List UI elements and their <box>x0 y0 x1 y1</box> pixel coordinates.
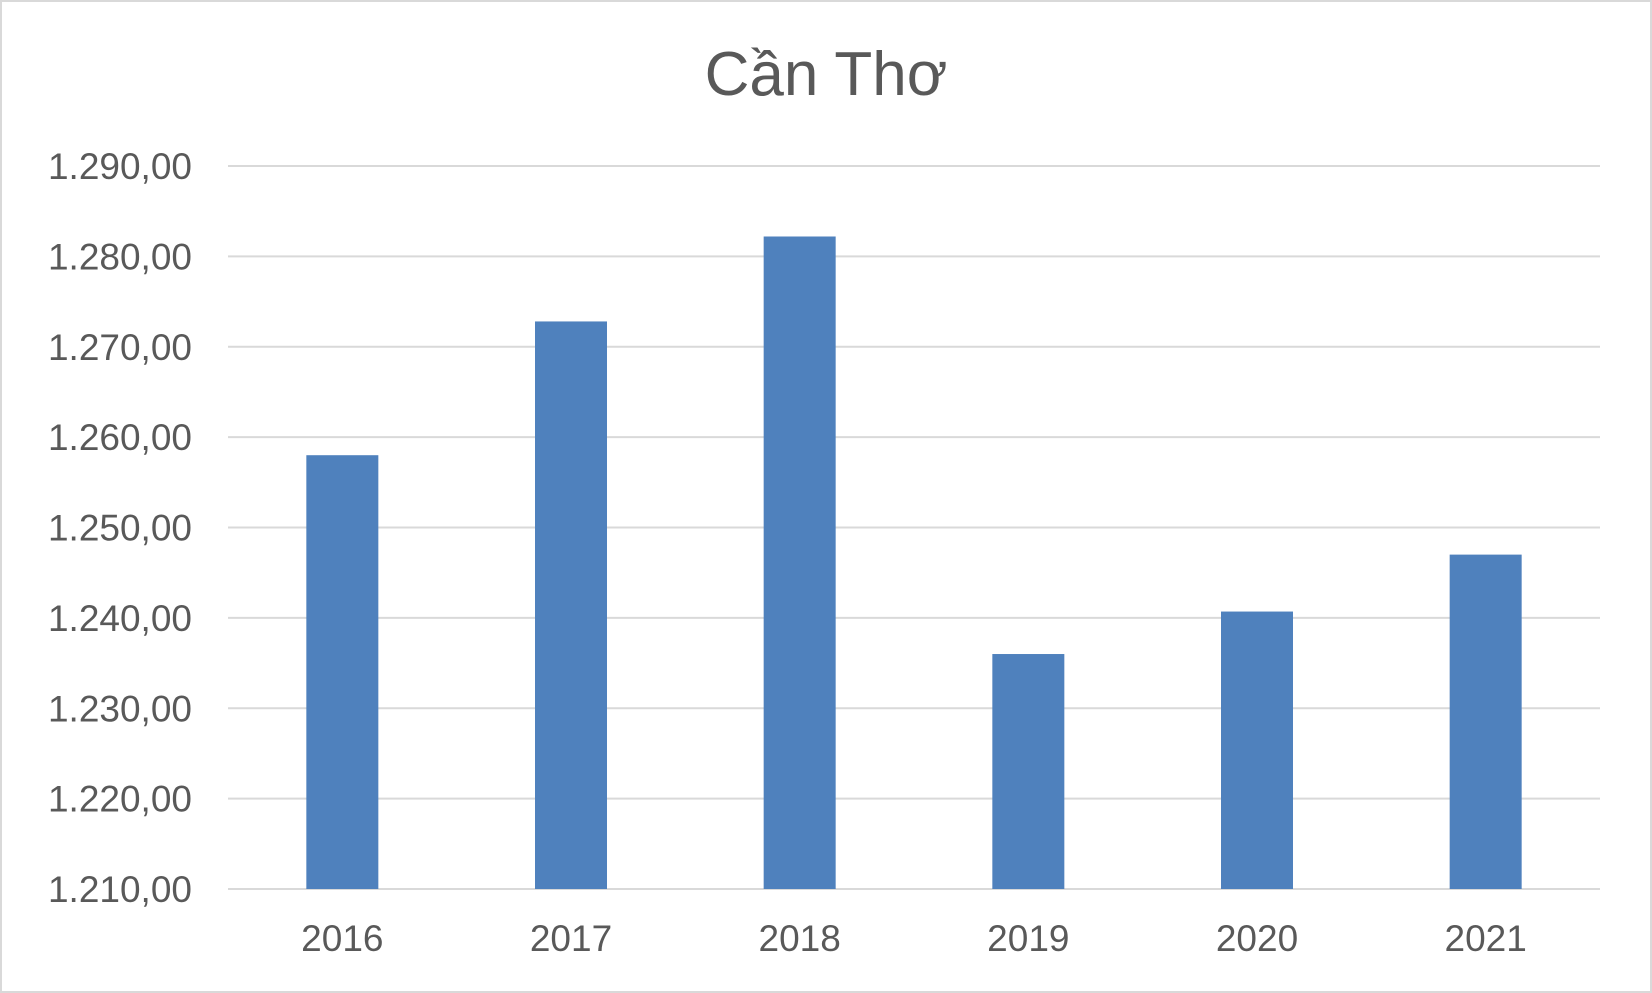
chart-title: Cần Thơ <box>705 40 948 109</box>
y-tick-label: 1.230,00 <box>48 688 192 729</box>
y-tick-label: 1.240,00 <box>48 598 192 639</box>
x-tick-label: 2019 <box>987 918 1069 959</box>
bar-2019 <box>992 654 1065 889</box>
bar-2021 <box>1449 554 1522 889</box>
x-tick-label: 2020 <box>1216 918 1298 959</box>
x-tick-label: 2016 <box>301 918 383 959</box>
y-tick-label: 1.280,00 <box>48 236 192 277</box>
x-tick-label: 2018 <box>759 918 841 959</box>
bars <box>306 236 1522 889</box>
x-axis-tick-labels: 2016 2017 2018 2019 2020 2021 <box>301 918 1527 959</box>
bar-2018 <box>763 236 836 889</box>
x-tick-label: 2021 <box>1445 918 1527 959</box>
y-axis-tick-labels: 1.210,00 1.220,00 1.230,00 1.240,00 1.250,00… <box>48 146 192 910</box>
bar-2020 <box>1221 611 1293 889</box>
bar-2016 <box>306 455 379 889</box>
y-tick-label: 1.210,00 <box>48 869 192 910</box>
y-tick-label: 1.270,00 <box>48 327 192 368</box>
y-tick-label: 1.260,00 <box>48 417 192 458</box>
y-tick-label: 1.290,00 <box>48 146 192 187</box>
gridlines <box>228 165 1600 890</box>
x-tick-label: 2017 <box>530 918 612 959</box>
bar-2017 <box>535 321 607 889</box>
y-tick-label: 1.250,00 <box>48 508 192 549</box>
y-tick-label: 1.220,00 <box>48 779 192 820</box>
